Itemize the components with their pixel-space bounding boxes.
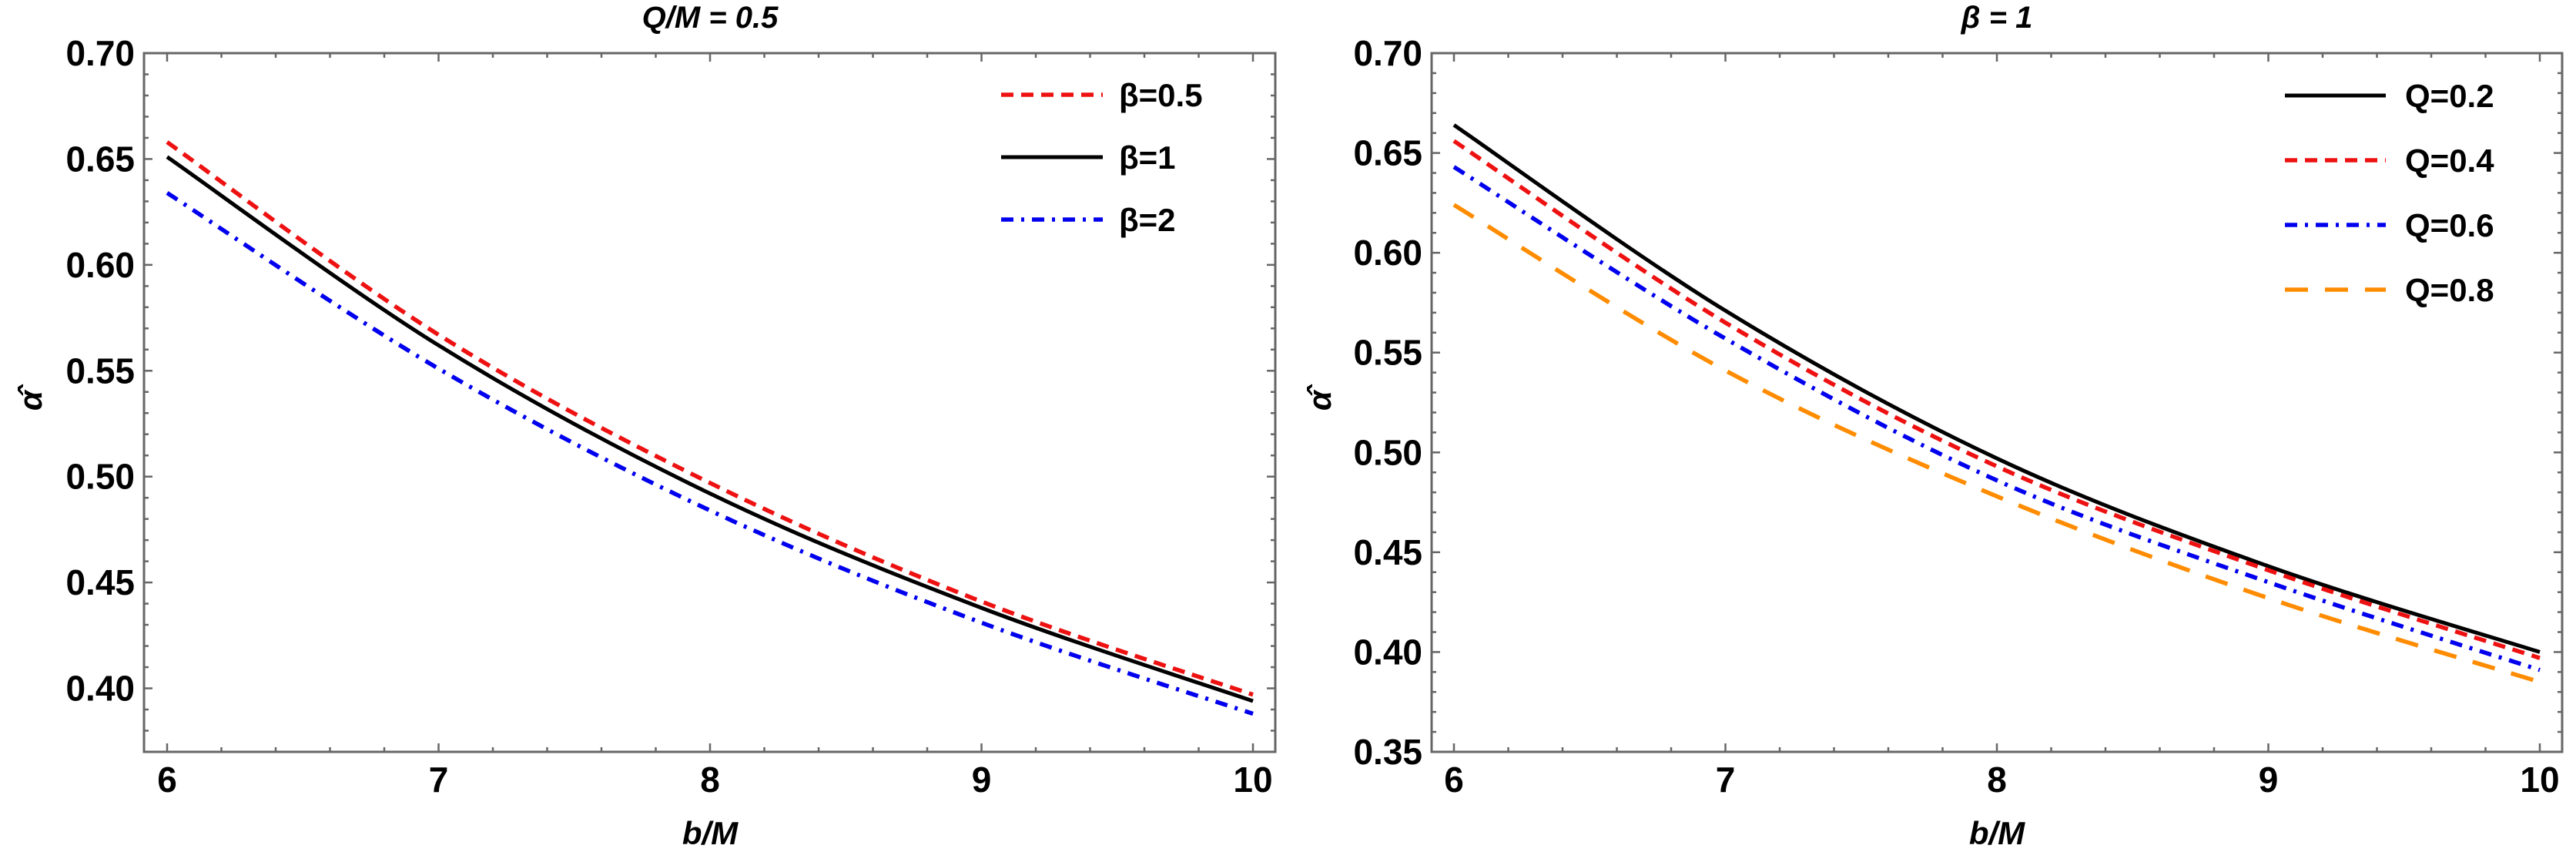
panel-left: Q/M = 0.5 6 7 8 9 10 0.40 0.45 0.50 0.55 0.60 0.6… (12, 1, 1277, 851)
panel-right: β = 1 6 7 8 9 10 0.35 0.40 0.45 0.50 0.55 0.60 0.6… (1301, 1, 2564, 851)
series-line (1452, 139, 2541, 660)
y-tick-labels: 0.40 0.45 0.50 0.55 0.60 0.65 0.70 (65, 33, 135, 709)
x-tick-label: 7 (429, 760, 449, 800)
legend-label: Q=0.8 (2405, 272, 2494, 308)
series-line (166, 191, 1254, 716)
legend-label: β=0.5 (1119, 77, 1203, 113)
y-tick-label: 0.50 (1353, 432, 1422, 472)
chart-title: Q/M = 0.5 (642, 1, 779, 35)
y-tick-label: 0.55 (1353, 333, 1422, 373)
series-line (1452, 123, 2541, 654)
x-tick-label: 10 (1233, 760, 1272, 800)
legend-label: Q=0.6 (2405, 207, 2494, 243)
y-tick-label: 0.65 (1353, 133, 1422, 173)
legend: β=0.5 β=1 β=2 (1001, 77, 1203, 238)
legend: Q=0.2 Q=0.4 Q=0.6 Q=0.8 (2285, 78, 2494, 308)
y-tick-label: 0.45 (65, 562, 135, 602)
y-axis-label: α̂ (1301, 384, 1338, 411)
series-line (166, 140, 1254, 697)
y-tick-label: 0.35 (1353, 732, 1422, 772)
x-tick-label: 8 (700, 760, 720, 800)
y-tick-label: 0.60 (1353, 233, 1422, 273)
x-tick-labels: 6 7 8 9 10 (157, 760, 1272, 800)
plot-area (166, 140, 1254, 716)
chart-title: β = 1 (1961, 1, 2033, 35)
x-tick-label: 7 (1716, 760, 1736, 800)
plot-frame (1430, 52, 2564, 753)
legend-label: β=2 (1119, 202, 1176, 238)
x-tick-label: 8 (1987, 760, 2007, 800)
axis-ticks (1432, 52, 2562, 753)
y-tick-label: 0.45 (1353, 532, 1422, 572)
y-tick-label: 0.50 (65, 457, 135, 497)
y-tick-labels: 0.35 0.40 0.45 0.50 0.55 0.60 0.65 0.70 (1353, 33, 1422, 772)
legend-label: β=1 (1119, 139, 1176, 176)
x-axis-label: b/M (1969, 815, 2025, 851)
plot-area (1452, 123, 2541, 684)
x-tick-labels: 6 7 8 9 10 (1444, 760, 2559, 800)
y-tick-label: 0.70 (1353, 33, 1422, 73)
x-tick-label: 9 (972, 760, 992, 800)
y-tick-label: 0.40 (1353, 632, 1422, 672)
x-tick-label: 9 (2259, 760, 2279, 800)
x-tick-label: 6 (157, 760, 177, 800)
y-axis-label: α̂ (12, 384, 49, 411)
legend-label: Q=0.4 (2405, 143, 2494, 179)
axis-ticks (144, 52, 1275, 753)
x-tick-label: 10 (2520, 760, 2559, 800)
series-line (166, 155, 1254, 703)
y-tick-label: 0.70 (65, 33, 135, 73)
y-tick-label: 0.55 (65, 351, 135, 391)
x-tick-label: 6 (1444, 760, 1464, 800)
y-tick-label: 0.60 (65, 245, 135, 285)
y-tick-label: 0.65 (65, 139, 135, 179)
series-line (1452, 203, 2541, 684)
legend-label: Q=0.2 (2405, 78, 2494, 114)
x-axis-label: b/M (682, 815, 739, 851)
series-line (1452, 165, 2541, 673)
y-tick-label: 0.40 (65, 669, 135, 709)
